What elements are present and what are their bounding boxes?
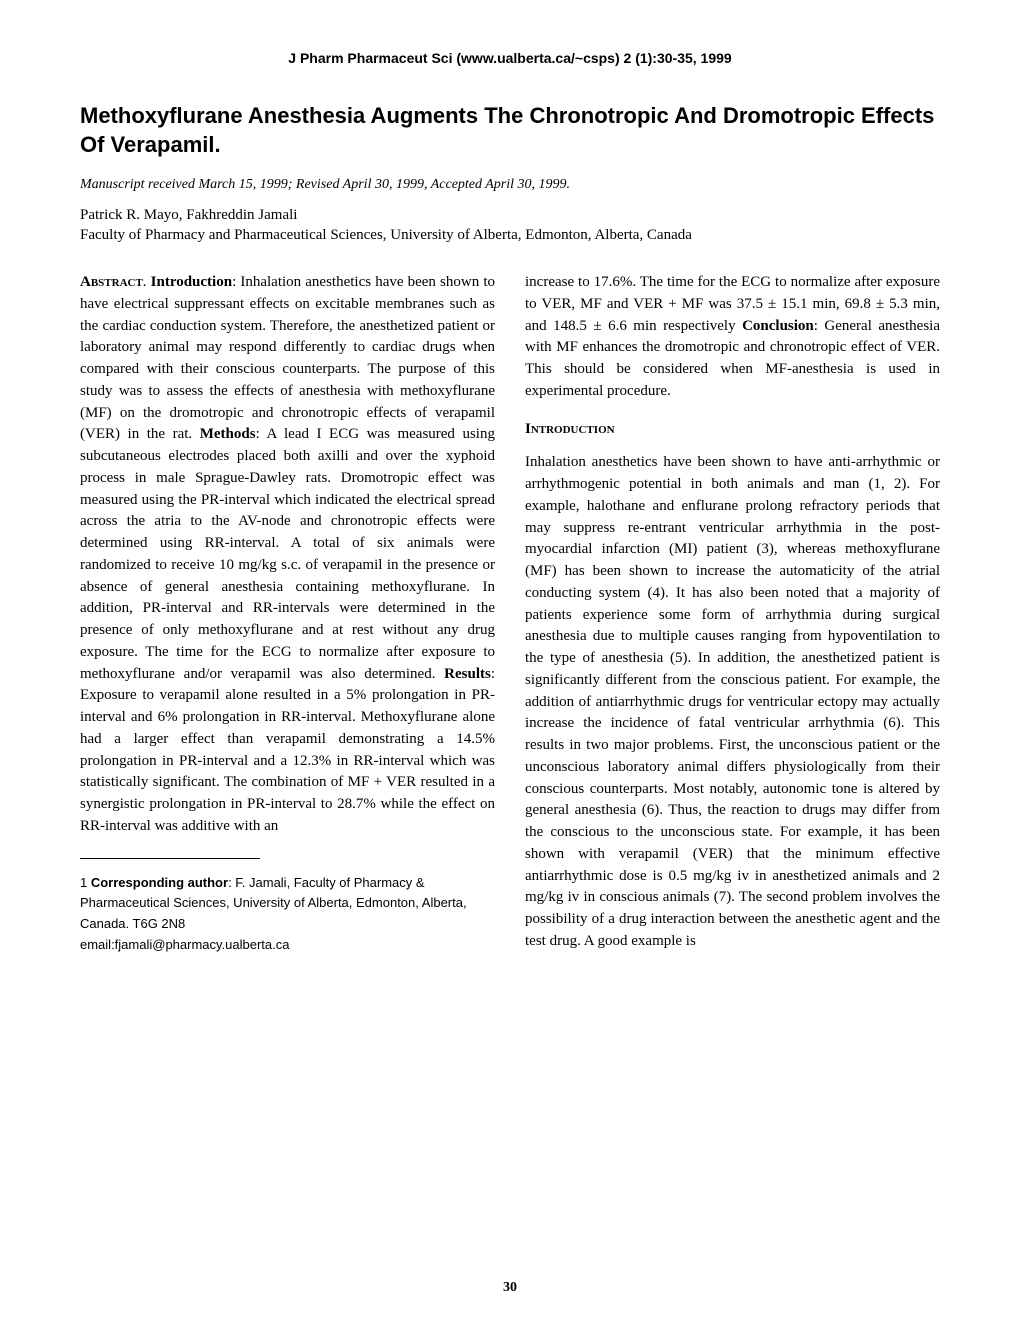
- page-number: 30: [0, 1280, 1020, 1296]
- abstract-intro-label: Introduction: [151, 274, 232, 290]
- journal-header: J Pharm Pharmaceut Sci (www.ualberta.ca/…: [80, 50, 940, 66]
- abstract-conclusion-label: Conclusion: [742, 318, 814, 334]
- abstract-intro-text: : Inhalation anesthetics have been shown…: [80, 274, 495, 442]
- article-title: Methoxyflurane Anesthesia Augments The C…: [80, 102, 940, 159]
- article-body: Abstract. Introduction: Inhalation anest…: [80, 272, 940, 956]
- abstract-results-label: Results: [444, 666, 491, 682]
- abstract-methods-label: Methods: [200, 426, 256, 442]
- introduction-heading: Introduction: [525, 419, 940, 441]
- abstract-results-text-a: : Exposure to verapamil alone resulted i…: [80, 666, 495, 834]
- footnote-marker: 1: [80, 875, 91, 890]
- corresponding-author-footnote: 1 Corresponding author: F. Jamali, Facul…: [80, 873, 495, 956]
- footnote-rule: [80, 858, 260, 859]
- footnote-email: email:fjamali@pharmacy.ualberta.ca: [80, 937, 290, 952]
- abstract-paragraph-cont: increase to 17.6%. The time for the ECG …: [525, 272, 940, 403]
- abstract-paragraph: Abstract. Introduction: Inhalation anest…: [80, 272, 495, 838]
- abstract-label: Abstract: [80, 274, 143, 290]
- introduction-paragraph: Inhalation anesthetics have been shown t…: [525, 452, 940, 952]
- footnote-label: Corresponding author: [91, 875, 228, 890]
- manuscript-dates: Manuscript received March 15, 1999; Revi…: [80, 177, 940, 193]
- author-names: Patrick R. Mayo, Fakhreddin Jamali: [80, 207, 940, 224]
- author-affiliation: Faculty of Pharmacy and Pharmaceutical S…: [80, 227, 940, 244]
- abstract-methods-text: : A lead I ECG was measured using subcut…: [80, 426, 495, 681]
- abstract-period: .: [143, 274, 151, 290]
